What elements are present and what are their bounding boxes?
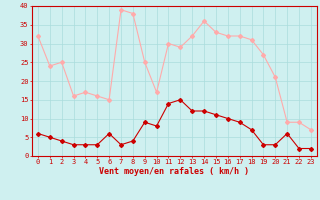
X-axis label: Vent moyen/en rafales ( km/h ): Vent moyen/en rafales ( km/h ) (100, 167, 249, 176)
